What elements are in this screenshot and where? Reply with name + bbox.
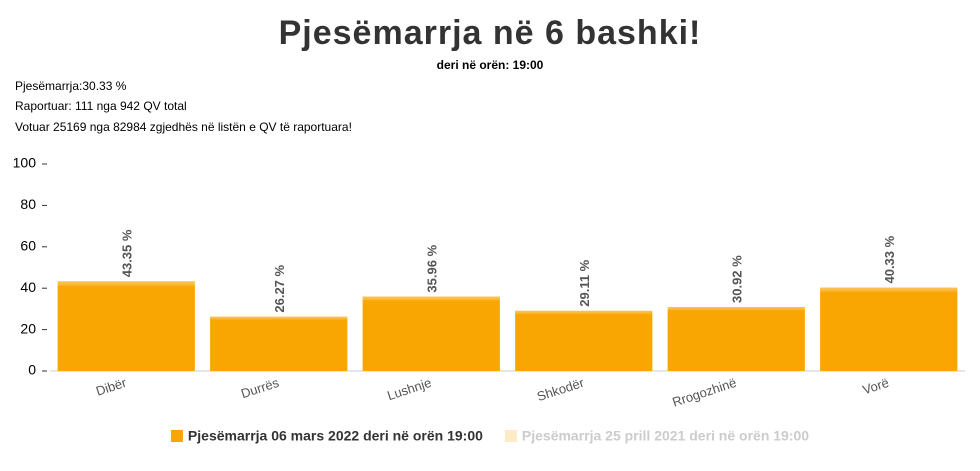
x-tick-label: Dibër <box>94 375 129 399</box>
x-tick-label: Vorë <box>861 375 891 398</box>
data-label: 40.33 % <box>882 235 897 283</box>
data-label: 43.35 % <box>120 229 135 277</box>
legend-label: Pjesëmarrja 06 mars 2022 deri në orën 19… <box>188 428 483 444</box>
x-tick-label: Shkodër <box>535 375 586 404</box>
y-tick-label: 60 <box>20 238 36 254</box>
x-tick-label: Lushnje <box>385 375 433 403</box>
y-tick-label: 100 <box>13 155 37 171</box>
note: Votuar 25169 nga 82984 zgjedhës në listë… <box>15 120 352 134</box>
y-tick-label: 0 <box>28 362 36 378</box>
legend-swatch <box>504 430 517 442</box>
x-tick-label: Durrës <box>239 375 281 401</box>
y-tick-label: 40 <box>20 279 36 295</box>
x-tick-label: Rrogozhinë <box>670 375 738 410</box>
data-label: 35.96 % <box>425 244 440 292</box>
data-label: 26.27 % <box>272 264 287 312</box>
bar-highlight <box>362 296 500 371</box>
bar-highlight <box>667 306 805 371</box>
note: Pjesëmarrja:30.33 % <box>15 79 127 93</box>
legend-label: Pjesëmarrja 25 prill 2021 deri në orën 1… <box>522 428 809 444</box>
data-label: 30.92 % <box>730 255 745 303</box>
bar-highlight <box>57 281 195 371</box>
bar-highlight <box>210 316 348 371</box>
y-tick-label: 20 <box>20 320 36 336</box>
data-label: 29.11 % <box>577 259 592 306</box>
chart-title: Pjesëmarrja në 6 bashki! <box>279 14 702 52</box>
bar-highlight <box>515 310 653 371</box>
note: Raportuar: 111 nga 942 QV total <box>15 99 187 113</box>
y-tick-label: 80 <box>20 196 36 212</box>
legend: Pjesëmarrja 06 mars 2022 deri në orën 19… <box>170 428 809 444</box>
legend-swatch <box>170 430 183 442</box>
bar-highlight <box>820 287 958 371</box>
chart-subtitle: deri në orën: 19:00 <box>437 58 544 72</box>
